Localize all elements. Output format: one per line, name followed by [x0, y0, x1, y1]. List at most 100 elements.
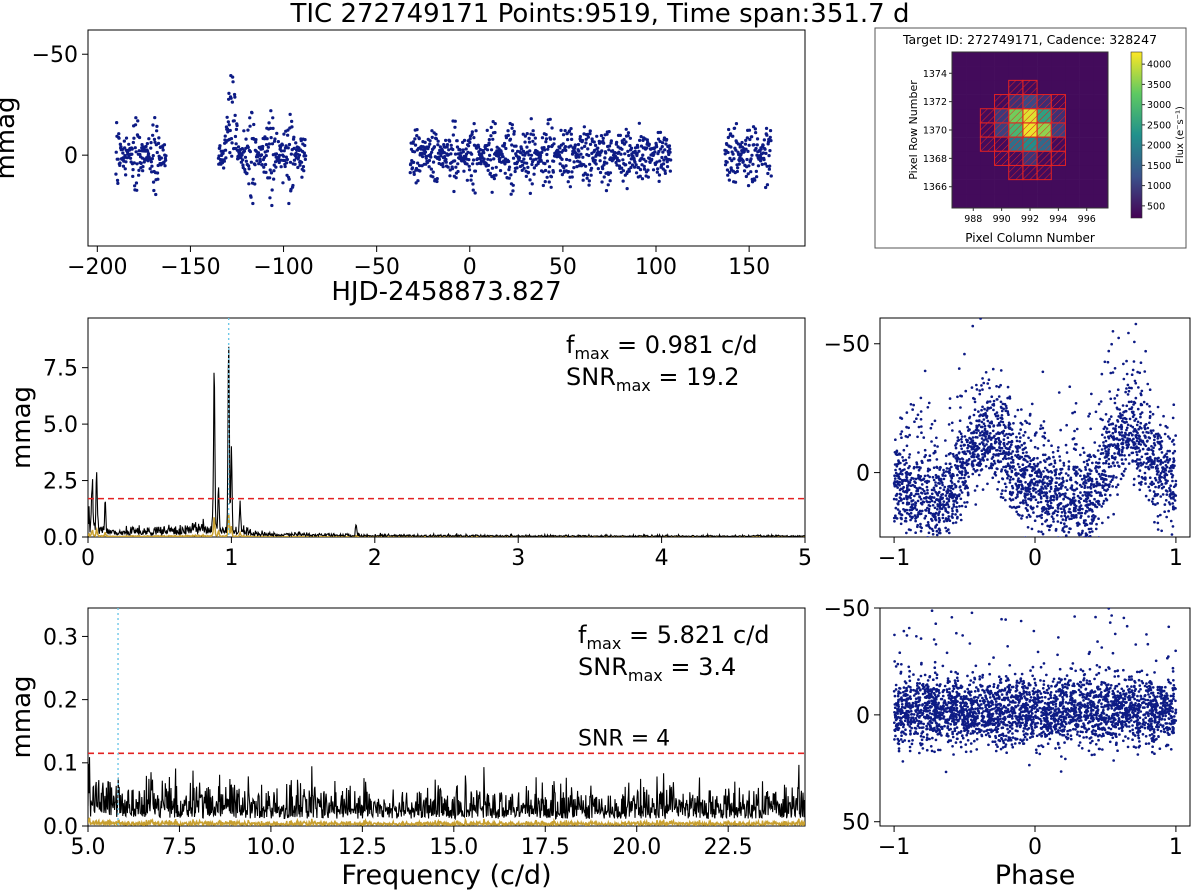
- fmax-equals: =: [609, 331, 644, 359]
- aperture-pixel: [1022, 122, 1038, 138]
- tpf-pixel: [980, 80, 995, 95]
- tpf-pixel: [966, 80, 981, 95]
- aperture-pixel: [1050, 122, 1066, 138]
- x-tick-label: 4: [655, 546, 669, 571]
- aperture-pixel: [1036, 164, 1052, 181]
- tpf-pixel: [952, 151, 967, 166]
- y-tick-label: −50: [824, 597, 870, 622]
- y-axis-label: mmag: [7, 675, 37, 758]
- tpf-y-tick-label: 1368: [923, 154, 947, 165]
- tpf-pixel: [1079, 80, 1095, 95]
- tpf-pixel: [1051, 80, 1066, 95]
- aperture-pixel: [1008, 150, 1024, 166]
- colorbar-label: Flux (e⁻s⁻¹): [1175, 106, 1186, 164]
- aperture-pixel: [1036, 108, 1052, 124]
- snr-threshold-label: SNR = 4: [578, 726, 670, 751]
- tpf-title: Target ID: 272749171, Cadence: 328247: [902, 32, 1157, 47]
- phase-points: [892, 318, 1178, 537]
- tpf-pixel: [1037, 52, 1052, 67]
- tpf-pixel: [1022, 193, 1038, 209]
- y-tick-label: 0.0: [43, 526, 78, 551]
- aperture-pixel: [994, 94, 1010, 110]
- x-tick-label: 0: [463, 255, 477, 280]
- tpf-pixel: [1079, 165, 1095, 180]
- y-tick-label: 2.5: [43, 469, 78, 494]
- aperture-pixel: [1008, 122, 1024, 138]
- tpf-pixel: [980, 52, 995, 67]
- tpf-pixel: [1022, 179, 1038, 195]
- tpf-pixel: [966, 108, 981, 124]
- tpf-y-tick-label: 1374: [923, 69, 947, 80]
- light-curve-points: [114, 74, 773, 208]
- colorbar-tick-label: 1000: [1147, 181, 1171, 192]
- aperture-pixel: [994, 150, 1010, 166]
- fmax-value: 5.821 c/d: [657, 621, 770, 649]
- snrmax-symbol: SNR: [566, 363, 616, 391]
- tpf-pixel: [1051, 165, 1066, 180]
- aperture-pixel: [979, 122, 996, 138]
- x-tick-label: 22.5: [704, 835, 753, 860]
- tpf-y-label: Pixel Row Number: [907, 80, 920, 180]
- x-axis-label: Phase: [995, 860, 1076, 891]
- x-tick-label: −50: [353, 255, 399, 280]
- tpf-pixel: [980, 193, 995, 209]
- tpf-pixel: [980, 165, 995, 180]
- x-tick-label: 3: [511, 546, 525, 571]
- tpf-pixel: [1065, 66, 1080, 81]
- y-tick-label: −50: [824, 333, 870, 358]
- x-tick-label: 5.0: [71, 835, 106, 860]
- tpf-pixel: [1022, 66, 1038, 81]
- tpf-pixel: [1093, 52, 1109, 67]
- snrmax-value: 19.2: [686, 363, 739, 391]
- plot-frame: [87, 29, 806, 247]
- x-tick-label: −100: [253, 255, 313, 280]
- tpf-pixel: [966, 151, 981, 166]
- snrmax-annotation: SNRmax = 19.2: [566, 363, 740, 395]
- fmax-annotation: fmax = 0.981 c/d: [566, 331, 758, 363]
- x-tick-label: 0: [1028, 835, 1042, 860]
- tpf-pixel: [952, 165, 967, 180]
- aperture-pixel: [1008, 79, 1024, 96]
- snrmax-equals: =: [651, 363, 686, 391]
- phase-low-panel: −1 0 1 −50 0: [824, 317, 1191, 571]
- x-tick-label: 20.0: [612, 835, 661, 860]
- x-tick-label: −1: [878, 835, 910, 860]
- light-curve-panel: −200 −150 −100 −50 0 50 100 150 −50 0 mmag HJD-2458…: [0, 29, 806, 307]
- tpf-pixel: [1022, 52, 1038, 67]
- tpf-pixel: [952, 108, 967, 124]
- y-tick-label: −50: [32, 43, 78, 68]
- tpf-pixel: [1065, 137, 1080, 152]
- y-tick-label: 0: [856, 462, 870, 487]
- tpf-pixel: [1093, 80, 1109, 95]
- tpf-pixel: [966, 179, 981, 195]
- snrmax-annotation: SNRmax = 3.4: [578, 653, 736, 685]
- tpf-pixel: [994, 52, 1010, 67]
- tpf-pixel: [1093, 179, 1109, 195]
- tpf-pixel: [994, 80, 1010, 95]
- x-tick-label: 1: [1169, 546, 1183, 571]
- tpf-pixel: [1065, 179, 1080, 195]
- x-tick-label: −1: [878, 546, 910, 571]
- aperture-pixel: [1008, 136, 1024, 152]
- phase-points: [892, 608, 1178, 774]
- y-tick-label: 0.3: [43, 625, 78, 650]
- x-tick-label: 150: [728, 255, 770, 280]
- periodogram-high-panel: 5.0 7.5 10.0 12.5 15.0 17.5 20.0 22.5 0.0 0.1 0.2 0…: [7, 607, 806, 891]
- y-tick-label: 50: [842, 811, 870, 836]
- x-tick-label: 100: [635, 255, 677, 280]
- y-tick-label: 0.2: [43, 689, 78, 714]
- tpf-x-tick-label: 990: [993, 214, 1011, 225]
- colorbar-tick-label: 4000: [1147, 60, 1171, 71]
- y-tick-label: 0.0: [43, 815, 78, 840]
- tpf-pixel: [966, 137, 981, 152]
- tpf-pixel: [1079, 137, 1095, 152]
- tpf-pixel: [966, 94, 981, 110]
- x-tick-label: 10.0: [246, 835, 295, 860]
- tpf-pixel: [1093, 66, 1109, 81]
- tpf-pixel: [1079, 151, 1095, 166]
- tpf-pixel: [1093, 108, 1109, 124]
- x-tick-label: 2: [368, 546, 382, 571]
- aperture-pixel: [1022, 150, 1038, 166]
- x-tick-label: 50: [549, 255, 577, 280]
